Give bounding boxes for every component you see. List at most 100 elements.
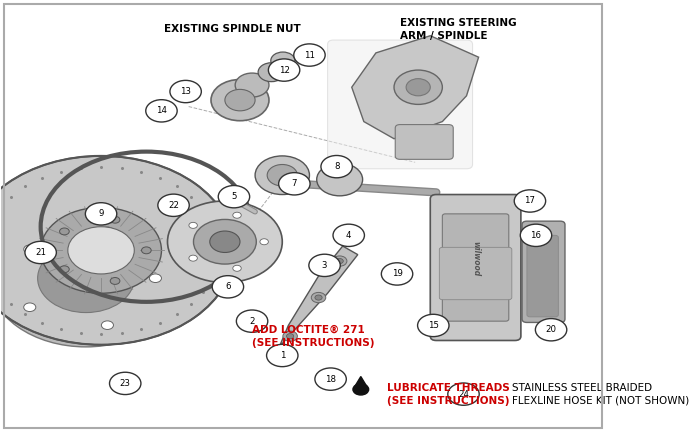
Circle shape	[315, 295, 322, 300]
Circle shape	[394, 70, 442, 105]
Circle shape	[294, 44, 326, 66]
Circle shape	[267, 165, 297, 186]
Circle shape	[189, 222, 197, 229]
Circle shape	[25, 241, 57, 264]
Circle shape	[406, 79, 430, 96]
Text: 20: 20	[545, 325, 557, 334]
Text: 9: 9	[99, 210, 104, 218]
Circle shape	[211, 79, 269, 121]
Circle shape	[235, 73, 269, 97]
Circle shape	[110, 216, 120, 223]
Circle shape	[109, 372, 141, 394]
Circle shape	[24, 245, 36, 254]
Circle shape	[382, 263, 413, 285]
Circle shape	[283, 331, 298, 341]
Text: wilwood: wilwood	[471, 241, 480, 276]
Text: LUBRICATE THREADS
(SEE INSTRUCTIONS): LUBRICATE THREADS (SEE INSTRUCTIONS)	[387, 382, 510, 406]
FancyBboxPatch shape	[527, 235, 559, 317]
Text: 5: 5	[231, 192, 237, 201]
Text: 19: 19	[391, 270, 402, 279]
Circle shape	[141, 247, 151, 254]
Text: 6: 6	[225, 283, 231, 291]
Circle shape	[146, 100, 177, 122]
Text: 2: 2	[249, 317, 255, 326]
Text: 11: 11	[304, 51, 315, 60]
Text: 21: 21	[35, 248, 46, 257]
Circle shape	[68, 227, 134, 274]
Text: EXISTING STEERING
ARM / SPINDLE: EXISTING STEERING ARM / SPINDLE	[400, 18, 517, 41]
Circle shape	[315, 368, 346, 390]
Text: 1: 1	[279, 351, 285, 360]
Circle shape	[233, 212, 242, 218]
Circle shape	[225, 89, 255, 111]
Circle shape	[271, 52, 295, 69]
Circle shape	[333, 224, 365, 247]
Circle shape	[102, 321, 113, 330]
Text: 22: 22	[168, 201, 179, 210]
Circle shape	[85, 203, 117, 225]
Circle shape	[41, 207, 162, 293]
Circle shape	[336, 258, 343, 264]
Polygon shape	[354, 377, 368, 388]
Text: 16: 16	[531, 231, 542, 240]
Circle shape	[279, 173, 310, 195]
Circle shape	[520, 224, 552, 247]
Text: STAINLESS STEEL BRAIDED
FLEXLINE HOSE KIT (NOT SHOWN): STAINLESS STEEL BRAIDED FLEXLINE HOSE KI…	[512, 382, 689, 406]
Text: ADD LOCTITE® 271
(SEE INSTRUCTIONS): ADD LOCTITE® 271 (SEE INSTRUCTIONS)	[252, 324, 374, 348]
Circle shape	[0, 210, 183, 347]
Circle shape	[24, 303, 36, 311]
Text: 12: 12	[279, 66, 290, 75]
Circle shape	[170, 80, 202, 103]
Circle shape	[514, 190, 545, 212]
Circle shape	[210, 231, 240, 252]
Text: 4: 4	[346, 231, 351, 240]
Circle shape	[258, 63, 285, 82]
Circle shape	[353, 384, 369, 395]
Circle shape	[149, 274, 162, 283]
Circle shape	[321, 156, 352, 178]
Text: 7: 7	[292, 179, 297, 188]
Circle shape	[267, 344, 298, 367]
FancyBboxPatch shape	[440, 248, 512, 300]
Circle shape	[233, 265, 242, 271]
Circle shape	[167, 201, 282, 283]
Text: 8: 8	[334, 162, 340, 171]
Text: 17: 17	[524, 197, 536, 206]
Circle shape	[309, 254, 340, 276]
Circle shape	[193, 219, 256, 264]
Circle shape	[418, 314, 449, 337]
Text: 13: 13	[180, 87, 191, 96]
FancyBboxPatch shape	[328, 40, 472, 169]
FancyBboxPatch shape	[522, 221, 565, 322]
Circle shape	[38, 244, 134, 313]
FancyBboxPatch shape	[442, 214, 509, 321]
Circle shape	[312, 292, 326, 303]
Circle shape	[212, 276, 244, 298]
Circle shape	[260, 239, 268, 245]
Circle shape	[448, 383, 480, 405]
FancyBboxPatch shape	[395, 124, 453, 159]
Circle shape	[316, 163, 363, 196]
Circle shape	[102, 227, 113, 235]
Circle shape	[60, 228, 69, 235]
Circle shape	[0, 156, 234, 345]
Circle shape	[110, 277, 120, 284]
Text: EXISTING SPINDLE NUT: EXISTING SPINDLE NUT	[164, 24, 301, 34]
Polygon shape	[279, 246, 358, 347]
Text: 24: 24	[458, 390, 469, 399]
Text: 18: 18	[325, 375, 336, 384]
Circle shape	[286, 334, 294, 339]
Circle shape	[255, 156, 309, 194]
Text: 15: 15	[428, 321, 439, 330]
Circle shape	[332, 256, 347, 266]
Text: 14: 14	[156, 106, 167, 115]
Circle shape	[158, 194, 189, 216]
Polygon shape	[351, 36, 479, 139]
Circle shape	[60, 266, 69, 273]
Circle shape	[268, 59, 300, 81]
Circle shape	[237, 310, 268, 332]
Text: 3: 3	[322, 261, 328, 270]
Circle shape	[218, 185, 250, 208]
Text: 23: 23	[120, 379, 131, 388]
FancyBboxPatch shape	[430, 194, 521, 340]
